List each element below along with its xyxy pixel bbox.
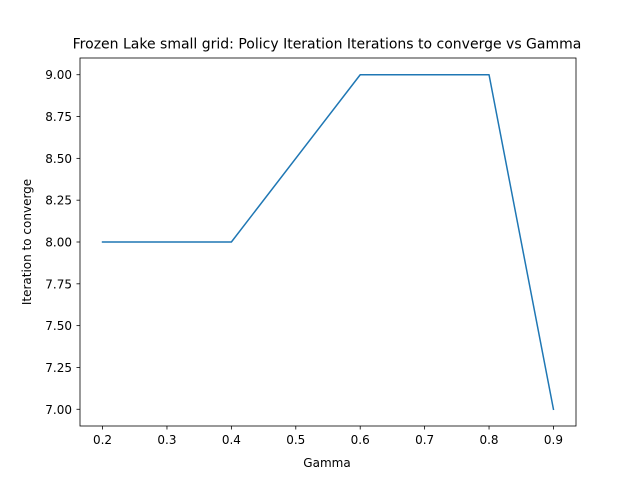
y-axis-label: Iteration to converge [20,179,34,305]
x-axis-ticks: 0.2 0.3 0.4 0.5 0.6 0.7 0.8 0.9 [93,426,563,447]
y-tick-label: 8.00 [45,236,72,250]
x-tick-label: 0.2 [93,433,112,447]
x-tick-label: 0.9 [544,433,563,447]
series-layer [101,73,555,411]
x-axis-label: Gamma [303,456,350,470]
y-tick-label: 8.50 [45,152,72,166]
y-tick-label: 7.50 [45,319,72,333]
x-tick-label: 0.5 [286,433,305,447]
x-tick-label: 0.4 [222,433,241,447]
y-tick-label: 8.25 [45,194,72,208]
y-tick-label: 7.75 [45,277,72,291]
x-tick-label: 0.3 [157,433,176,447]
x-tick-label: 0.6 [351,433,370,447]
x-tick-label: 0.8 [479,433,498,447]
y-tick-label: 8.75 [45,110,72,124]
y-tick-label: 9.00 [45,68,72,82]
y-axis-ticks: 7.00 7.25 7.50 7.75 8.00 8.25 8.50 8.75 9.00 [45,68,80,417]
x-tick-label: 0.7 [415,433,434,447]
y-tick-label: 7.00 [45,403,72,417]
y-tick-label: 7.25 [45,361,72,375]
axes-frame [79,57,577,427]
series-line-0 [101,73,555,411]
chart-title: Frozen Lake small grid: Policy Iteration… [73,37,582,53]
